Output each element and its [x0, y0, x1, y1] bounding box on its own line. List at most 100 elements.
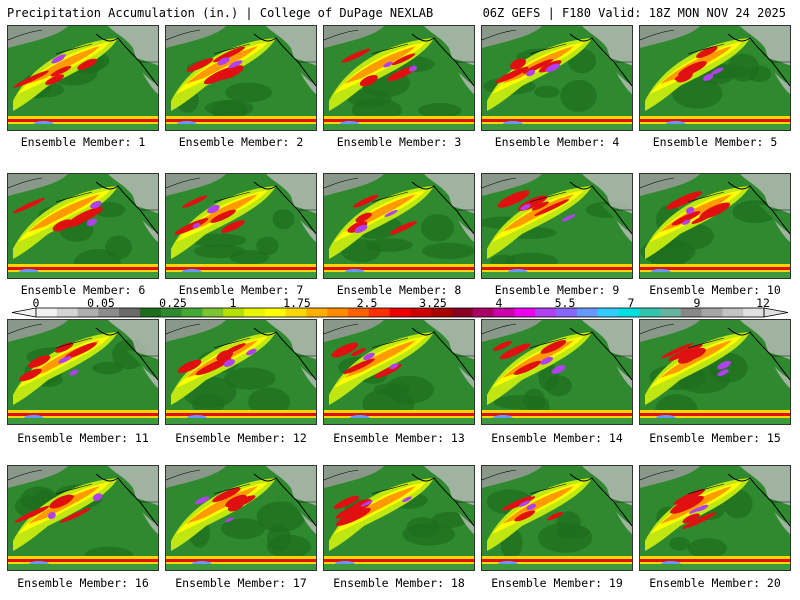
scale-swatch [223, 308, 245, 317]
scale-swatch [535, 308, 557, 317]
ensemble-panel [323, 173, 475, 279]
scale-swatch [285, 308, 307, 317]
member-label: Ensemble Member: 9 [494, 283, 620, 297]
member-label: Ensemble Member: 3 [336, 135, 462, 149]
member-label: Ensemble Member: 1 [20, 135, 146, 149]
precip-map [482, 26, 632, 130]
ensemble-panel [481, 465, 633, 571]
precip-map [8, 466, 158, 570]
ensemble-panel [481, 319, 633, 425]
scale-swatch [348, 308, 370, 317]
precip-map [324, 320, 474, 424]
scale-swatch [98, 308, 120, 317]
scale-swatch [160, 308, 182, 317]
member-label: Ensemble Member: 11 [17, 431, 149, 445]
member-label: Ensemble Member: 16 [17, 576, 149, 590]
member-label: Ensemble Member: 20 [649, 576, 781, 590]
member-label: Ensemble Member: 6 [20, 283, 146, 297]
ensemble-panel [323, 465, 475, 571]
scale-swatch [202, 308, 224, 317]
scale-tick: 12 [756, 296, 770, 310]
member-label: Ensemble Member: 19 [491, 576, 623, 590]
scale-tick: 9 [693, 296, 701, 310]
scale-swatch [119, 308, 141, 317]
scale-swatch [452, 308, 474, 317]
ensemble-panel [7, 319, 159, 425]
scale-swatch [639, 308, 661, 317]
ensemble-panel [639, 465, 791, 571]
scale-swatch [56, 308, 78, 317]
member-label: Ensemble Member: 10 [649, 283, 781, 297]
scale-swatch [514, 308, 536, 317]
precip-map [640, 26, 790, 130]
ensemble-panel [639, 173, 791, 279]
ensemble-panel [323, 319, 475, 425]
scale-swatch [389, 308, 411, 317]
scale-swatch [576, 308, 598, 317]
precip-map [324, 466, 474, 570]
run-valid-time: 06Z GEFS | F180 Valid: 18Z MON NOV 24 20… [482, 6, 786, 20]
precip-map [324, 26, 474, 130]
scale-swatch [618, 308, 640, 317]
ensemble-panel [323, 25, 475, 131]
scale-swatch [597, 308, 619, 317]
scale-swatch [77, 308, 99, 317]
scale-tick: 3.25 [419, 296, 447, 310]
scale-tick: 0.25 [159, 296, 187, 310]
precip-map [8, 26, 158, 130]
scale-swatch [680, 308, 702, 317]
member-label: Ensemble Member: 4 [494, 135, 620, 149]
precip-map [166, 174, 316, 278]
precip-map [324, 174, 474, 278]
precip-map [166, 466, 316, 570]
scale-swatch [244, 308, 266, 317]
member-label: Ensemble Member: 7 [178, 283, 304, 297]
member-label: Ensemble Member: 18 [333, 576, 465, 590]
ensemble-panel [165, 173, 317, 279]
ensemble-panel [165, 319, 317, 425]
scale-swatch [264, 308, 286, 317]
scale-swatch [410, 308, 432, 317]
scale-tick: 7 [627, 296, 635, 310]
scale-tick: 0.05 [87, 296, 115, 310]
precip-map [8, 320, 158, 424]
scale-tick: 4 [495, 296, 503, 310]
scale-swatch [327, 308, 349, 317]
ensemble-panel [165, 465, 317, 571]
ensemble-panel [7, 25, 159, 131]
scale-swatch [368, 308, 390, 317]
precip-map [8, 174, 158, 278]
precip-map [482, 174, 632, 278]
scale-tick: 0 [32, 296, 40, 310]
scale-swatch [36, 308, 58, 317]
precip-map [166, 26, 316, 130]
ensemble-panel [7, 173, 159, 279]
ensemble-panel [481, 173, 633, 279]
scale-swatch [493, 308, 515, 317]
scale-swatch [722, 308, 744, 317]
scale-swatch [140, 308, 162, 317]
ensemble-panel [481, 25, 633, 131]
ensemble-panel [639, 25, 791, 131]
precip-map [482, 466, 632, 570]
scale-swatch [743, 308, 765, 317]
member-label: Ensemble Member: 2 [178, 135, 304, 149]
precip-map [640, 320, 790, 424]
precip-map [640, 466, 790, 570]
member-label: Ensemble Member: 8 [336, 283, 462, 297]
scale-swatch [701, 308, 723, 317]
member-label: Ensemble Member: 12 [175, 431, 307, 445]
scale-swatch [660, 308, 682, 317]
member-label: Ensemble Member: 13 [333, 431, 465, 445]
precip-color-scale [11, 307, 789, 318]
scale-tick: 2.5 [356, 296, 378, 310]
scale-swatch [472, 308, 494, 317]
precip-map [482, 320, 632, 424]
scale-tick: 1.75 [283, 296, 311, 310]
member-label: Ensemble Member: 17 [175, 576, 307, 590]
scale-swatch [181, 308, 203, 317]
scale-tick: 1 [229, 296, 237, 310]
member-label: Ensemble Member: 14 [491, 431, 623, 445]
scale-tick: 5.5 [554, 296, 576, 310]
scale-swatch [431, 308, 453, 317]
